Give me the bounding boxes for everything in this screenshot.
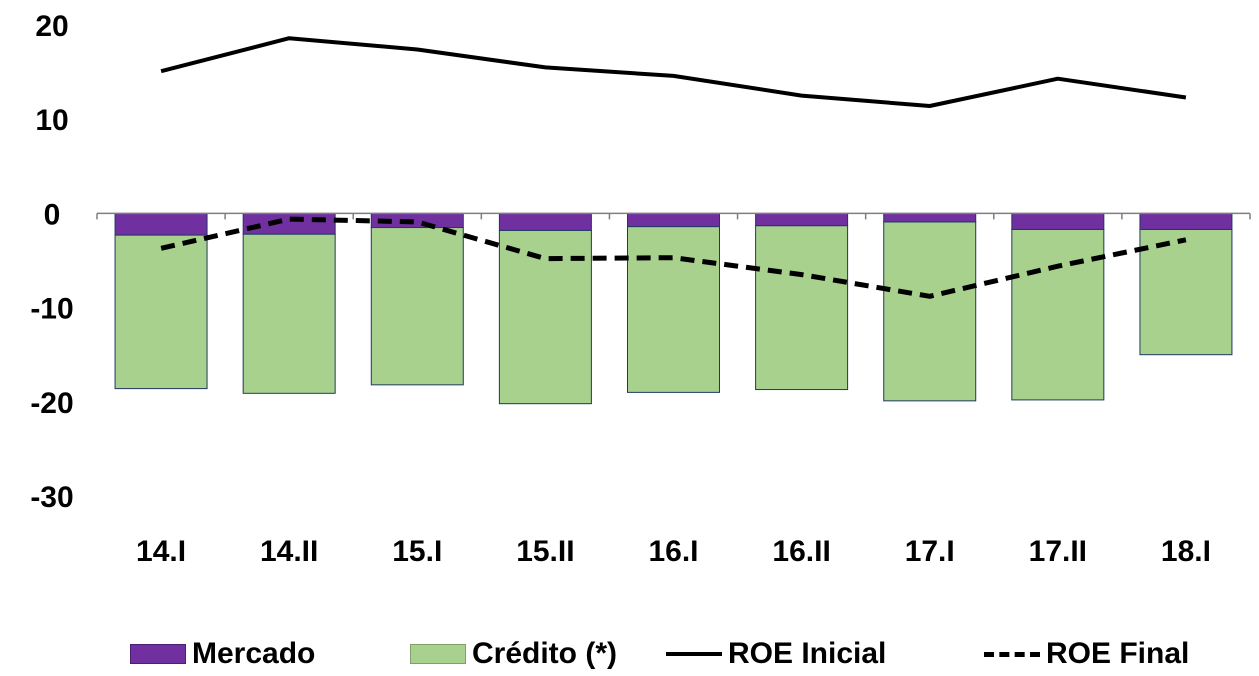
x-tick-label: 18.I	[1161, 535, 1211, 568]
legend: Mercado Crédito (*) ROE Inicial ROE Fina…	[0, 632, 1259, 676]
bar-credito	[1139, 228, 1233, 356]
legend-item-roe-final: ROE Final	[984, 632, 1189, 676]
bar-mercado	[498, 212, 592, 231]
bar-mercado	[883, 212, 977, 223]
bar-credito	[114, 234, 208, 390]
bar-mercado	[242, 212, 336, 235]
x-tick-label: 14.II	[260, 535, 318, 568]
legend-swatch-roe-final	[984, 651, 1040, 657]
legend-label-credito: Crédito (*)	[472, 637, 617, 670]
y-tick-label: 20	[35, 10, 68, 43]
x-tick-label: 17.I	[905, 535, 955, 568]
legend-item-credito: Crédito (*)	[410, 632, 617, 676]
legend-swatch-credito	[410, 644, 466, 664]
bar-credito	[242, 233, 336, 394]
bar-credito	[883, 221, 977, 402]
legend-swatch-mercado	[130, 644, 186, 664]
y-tick-label: -10	[30, 293, 73, 326]
legend-label-roe-inicial: ROE Inicial	[728, 637, 887, 670]
bar-mercado	[114, 212, 208, 236]
y-tick-label: 10	[35, 104, 68, 137]
bar-credito	[1011, 228, 1105, 401]
bar-credito	[755, 225, 849, 391]
line-roe-inicial	[160, 36, 1187, 108]
legend-swatch-roe-inicial	[666, 652, 722, 656]
bar-credito	[627, 226, 720, 393]
x-tick-label: 15.II	[516, 535, 574, 568]
bar-mercado	[1011, 212, 1105, 230]
line-roe-final	[160, 216, 1187, 299]
x-tick-label: 17.II	[1029, 535, 1087, 568]
x-tick-label: 16.I	[648, 535, 698, 568]
y-tick-label: -20	[30, 387, 73, 420]
y-tick-label: -30	[30, 481, 73, 514]
legend-item-mercado: Mercado	[130, 632, 315, 676]
bar-credito	[370, 227, 464, 386]
x-tick-label: 16.II	[772, 535, 830, 568]
y-tick-label: 0	[44, 198, 61, 231]
legend-label-roe-final: ROE Final	[1046, 637, 1190, 670]
bar-mercado	[1139, 212, 1233, 230]
bar-mercado	[755, 212, 849, 227]
x-tick-label: 15.I	[392, 535, 442, 568]
bar-mercado	[627, 212, 720, 228]
x-tick-label: 14.I	[136, 535, 186, 568]
legend-item-roe-inicial: ROE Inicial	[666, 632, 886, 676]
legend-label-mercado: Mercado	[192, 637, 316, 670]
